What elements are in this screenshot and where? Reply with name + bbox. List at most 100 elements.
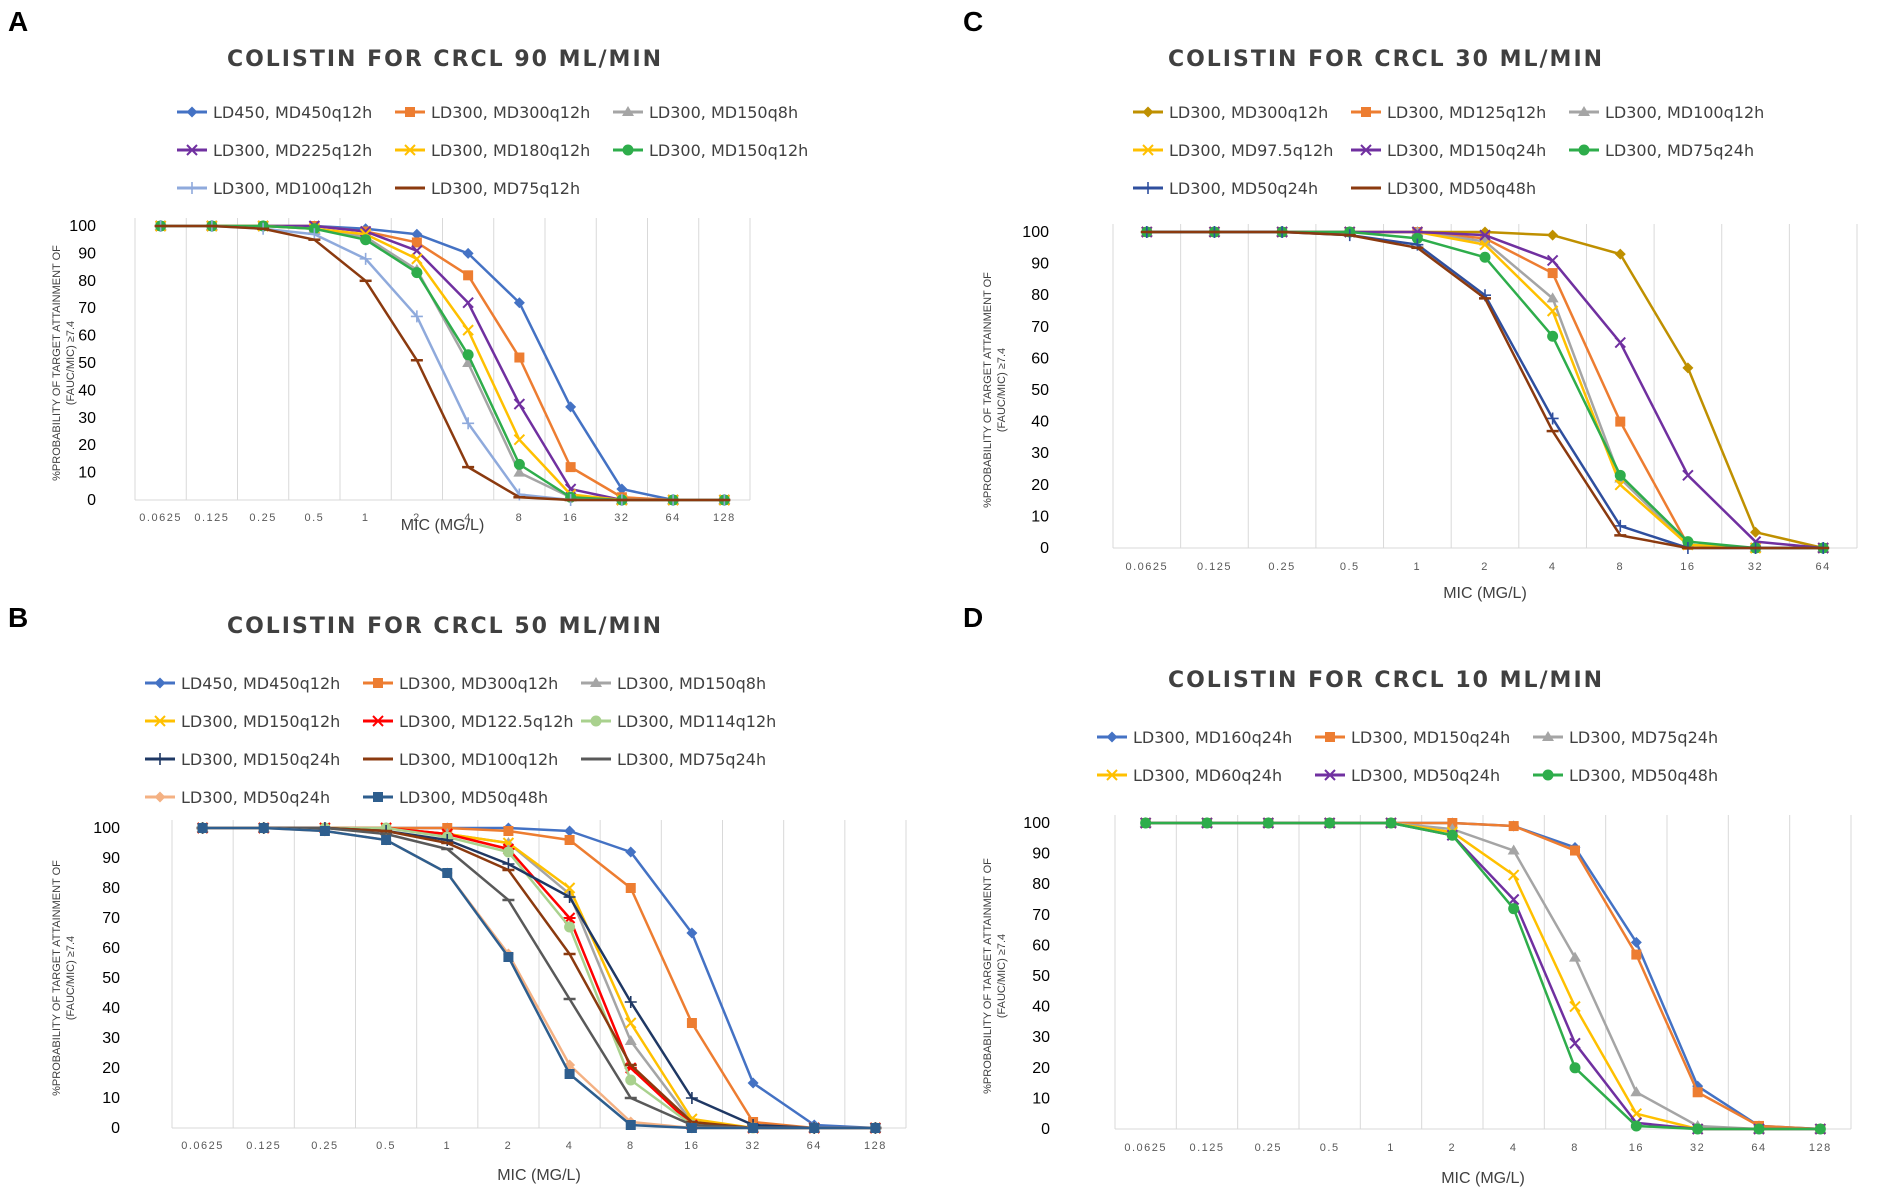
data-point bbox=[502, 846, 514, 858]
series-line bbox=[202, 826, 876, 1130]
legend-item: LD300, MD50q48h bbox=[361, 782, 579, 812]
data-point bbox=[411, 237, 422, 248]
legend-swatch-marker bbox=[1106, 731, 1118, 743]
legend-swatch-marker bbox=[590, 677, 602, 687]
data-point bbox=[308, 228, 321, 241]
legend-swatch-icon bbox=[1097, 731, 1127, 743]
legend-label: LD300, MD300q12h bbox=[431, 102, 591, 122]
data-point bbox=[625, 1017, 637, 1029]
x-tick-label: 0.25 bbox=[311, 1140, 338, 1152]
legend-label: LD300, MD150q24h bbox=[181, 749, 341, 769]
data-point bbox=[1569, 1062, 1581, 1074]
data-point bbox=[1614, 248, 1626, 260]
data-point bbox=[1682, 362, 1694, 374]
data-point bbox=[1692, 1123, 1704, 1135]
y-tick-label: 0 bbox=[87, 492, 96, 509]
data-point bbox=[564, 921, 576, 933]
x-tick-label: 4 bbox=[1549, 561, 1557, 573]
x-tick-label: 4 bbox=[1510, 1142, 1518, 1154]
legend-swatch-marker bbox=[154, 791, 166, 803]
data-point bbox=[503, 826, 514, 836]
legend-label: LD300, MD150q12h bbox=[649, 140, 809, 160]
y-tick-label: 40 bbox=[1031, 414, 1049, 431]
data-point bbox=[513, 466, 526, 477]
x-tick-label: 0.25 bbox=[1255, 1142, 1282, 1154]
series bbox=[1141, 226, 1829, 554]
x-tick-label: 32 bbox=[745, 1140, 760, 1152]
legend-swatch-icon bbox=[145, 791, 175, 803]
x-tick-label: 0.125 bbox=[246, 1140, 281, 1152]
data-point bbox=[1411, 232, 1423, 244]
y-tick-label: 90 bbox=[1032, 846, 1050, 863]
data-point bbox=[1546, 292, 1559, 303]
legend-item: LD300, MD100q12h bbox=[175, 173, 393, 203]
y-tick-label: 10 bbox=[102, 1090, 120, 1107]
legend-label: LD300, MD300q12h bbox=[399, 673, 559, 693]
legend-label: LD300, MD150q8h bbox=[617, 673, 767, 693]
y-tick-label: 30 bbox=[102, 1030, 120, 1047]
data-point bbox=[1546, 412, 1559, 425]
data-point bbox=[1508, 821, 1519, 832]
legend-swatch-marker bbox=[1324, 769, 1336, 781]
legend-label: LD300, MD114q12h bbox=[617, 711, 777, 731]
data-point bbox=[1631, 949, 1642, 960]
data-point bbox=[411, 228, 423, 240]
y-axis-title: (FAUC/MIC) ≥7.4 bbox=[65, 321, 77, 405]
legend-swatch-icon bbox=[395, 144, 425, 156]
y-axis-title: (FAUC/MIC) ≥7.4 bbox=[996, 934, 1008, 1018]
series bbox=[154, 224, 731, 502]
legend-swatch-icon bbox=[1097, 769, 1127, 781]
data-point bbox=[564, 835, 575, 845]
legend-label: LD300, MD100q12h bbox=[213, 178, 373, 198]
y-tick-label: 60 bbox=[1031, 350, 1049, 367]
x-tick-label: 128 bbox=[864, 1140, 887, 1152]
x-axis-title: MIC (MG/L) bbox=[401, 517, 485, 534]
legend-label: LD300, MD75q24h bbox=[1605, 140, 1755, 160]
legend-swatch-marker bbox=[405, 107, 415, 117]
data-point bbox=[564, 1069, 575, 1079]
data-point bbox=[1508, 903, 1520, 915]
x-tick-label: 2 bbox=[1481, 561, 1489, 573]
legend-swatch-marker bbox=[1360, 144, 1372, 156]
data-point bbox=[258, 823, 269, 833]
legend-label: LD300, MD225q12h bbox=[213, 140, 373, 160]
data-point bbox=[1385, 817, 1397, 829]
x-tick-label: 16 bbox=[1680, 561, 1695, 573]
legend-item: LD300, MD150q12h bbox=[611, 135, 829, 165]
legend-item: LD300, MD100q12h bbox=[361, 744, 579, 774]
legend-label: LD300, MD50q24h bbox=[1351, 765, 1501, 785]
x-tick-label: 4 bbox=[566, 1140, 574, 1152]
data-point bbox=[1614, 336, 1626, 349]
legend-label: LD300, MD50q48h bbox=[1569, 765, 1719, 785]
legend-swatch-marker bbox=[186, 182, 198, 194]
x-tick-label: 1 bbox=[1387, 1142, 1395, 1154]
y-tick-label: 50 bbox=[78, 355, 96, 372]
legend-swatch-icon bbox=[363, 757, 393, 761]
y-tick-label: 80 bbox=[1031, 287, 1049, 304]
panel-letter: D bbox=[963, 602, 984, 633]
legend-label: LD300, MD50q24h bbox=[181, 787, 331, 807]
y-tick-label: 70 bbox=[78, 300, 96, 317]
data-point bbox=[1547, 330, 1559, 342]
y-tick-label: 60 bbox=[1032, 937, 1050, 954]
legend-swatch-icon bbox=[1533, 769, 1563, 781]
data-point bbox=[624, 1035, 637, 1045]
data-point bbox=[1682, 469, 1694, 482]
data-point bbox=[686, 1018, 697, 1028]
legend-label: LD450, MD450q12h bbox=[181, 673, 341, 693]
legend-item: LD300, MD60q24h bbox=[1095, 760, 1313, 790]
chart-title: COLISTIN FOR CRCL 30 ML/MIN bbox=[1167, 47, 1605, 72]
x-axis-title: MIC (MG/L) bbox=[1443, 585, 1527, 602]
x-tick-label: 16 bbox=[1629, 1142, 1644, 1154]
data-point bbox=[1753, 1123, 1765, 1135]
legend-label: LD300, MD125q12h bbox=[1387, 102, 1547, 122]
y-tick-label: 40 bbox=[102, 1000, 120, 1017]
legend-label: LD300, MD75q12h bbox=[431, 178, 581, 198]
data-point bbox=[1201, 817, 1213, 829]
data-point bbox=[624, 996, 637, 1008]
data-point bbox=[1614, 469, 1626, 481]
y-tick-label: 90 bbox=[78, 245, 96, 262]
series bbox=[1141, 226, 1829, 554]
data-point bbox=[319, 826, 330, 836]
